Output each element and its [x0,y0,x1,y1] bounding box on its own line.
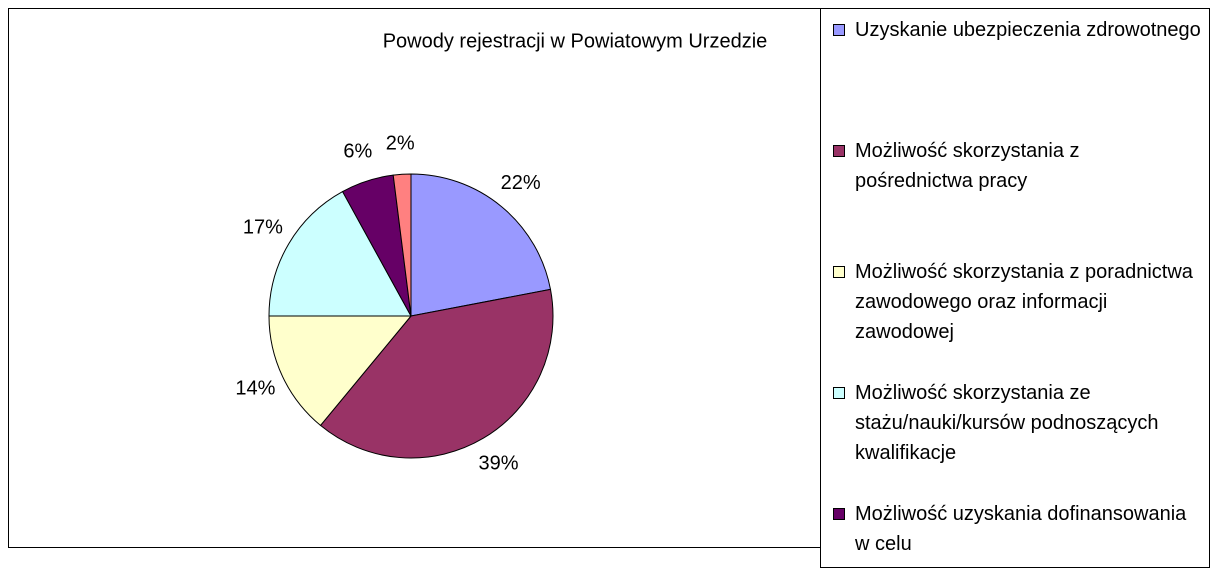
legend: Uzyskanie ubezpieczenia zdrowotnego Możli… [820,8,1210,568]
data-label: 14% [235,378,275,400]
legend-entry: Możliwość skorzystania z poradnictwa zaw… [831,257,1201,347]
legend-label: Możliwość skorzystania ze stażu/nauki/ku… [855,382,1159,464]
legend-entry: Możliwość skorzystania ze stażu/nauki/ku… [831,378,1201,468]
legend-entry: Możliwość skorzystania z pośrednictwa pr… [831,136,1201,196]
pie-slice [319,288,554,459]
chart: Powody rejestracji w Powiatowym Urzedzie… [235,30,768,474]
pie-slice [268,315,413,427]
pie-slice [268,190,412,317]
data-label: 6% [343,141,372,163]
data-label: 2% [386,133,415,155]
legend-entry: Uzyskanie ubezpieczenia zdrowotnego [831,15,1201,45]
legend-swatch [833,387,845,399]
legend-swatch [833,24,845,36]
legend-label: Możliwość skorzystania z poradnictwa zaw… [855,261,1193,343]
data-label: 17% [243,217,283,239]
legend-swatch [833,266,845,278]
legend-label: Uzyskanie ubezpieczenia zdrowotnego [855,19,1201,41]
legend-label: Możliwość skorzystania z pośrednictwa pr… [855,140,1080,192]
data-label: 39% [479,452,519,474]
pie-slice [392,173,412,317]
pie-slice [410,173,552,317]
data-label: 22% [501,172,541,194]
legend-label: Możliwość uzyskania dofinansowania w cel… [855,503,1187,555]
legend-swatch [833,508,845,520]
legend-entry: Możliwość uzyskania dofinansowania w cel… [831,499,1201,559]
legend-swatch [833,145,845,157]
chart-title: Powody rejestracji w Powiatowym Urzedzie [383,30,768,52]
